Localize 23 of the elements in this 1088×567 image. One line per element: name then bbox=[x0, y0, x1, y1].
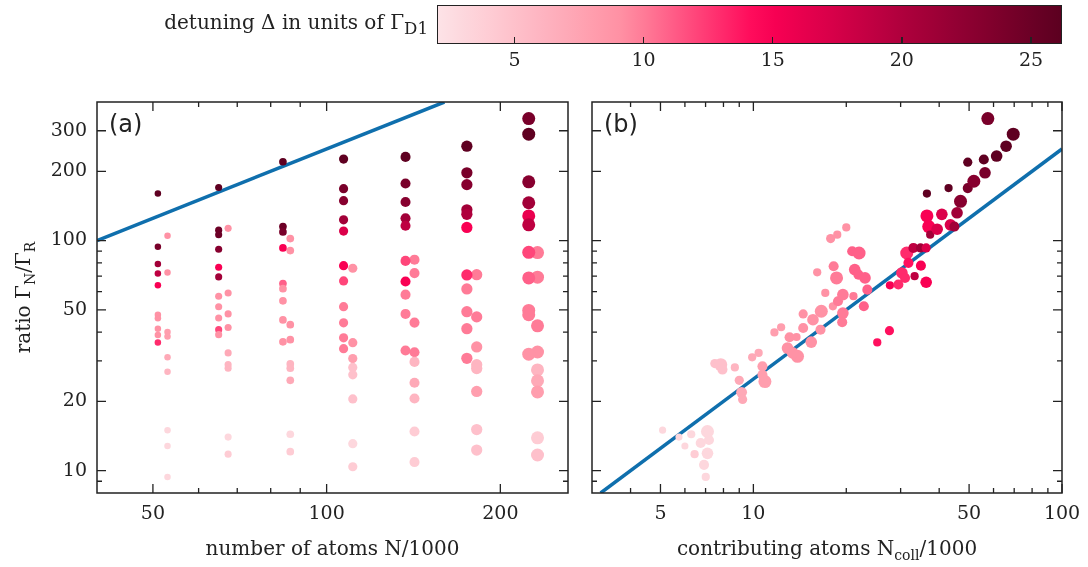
x-tick-label: 100 bbox=[1043, 501, 1081, 524]
x-tick-label: 5 bbox=[654, 501, 667, 524]
y-tick-label: 200 bbox=[50, 158, 87, 181]
color-bar-title: detuning Δ in units of Γ$_{D1}$ bbox=[164, 10, 428, 38]
x-tick-label: 10 bbox=[741, 501, 766, 524]
color-bar-label: 20 bbox=[888, 48, 915, 70]
x-axis-title: number of atoms N/1000 bbox=[205, 536, 460, 560]
color-bar-label: 15 bbox=[759, 48, 786, 70]
x-tick-label: 200 bbox=[482, 501, 519, 524]
x-tick-label: 50 bbox=[140, 501, 166, 524]
y-tick-label: 100 bbox=[50, 227, 87, 250]
annotation: (b) bbox=[604, 110, 638, 139]
y-tick-label: 20 bbox=[62, 388, 87, 411]
y-tick-label: 10 bbox=[62, 457, 87, 480]
annotation: (a) bbox=[109, 110, 143, 139]
color-bar-label: 25 bbox=[1017, 48, 1045, 70]
y-tick-label: 300 bbox=[50, 117, 87, 140]
color-bar-label: 10 bbox=[630, 48, 657, 70]
y-axis-title: ratio ΓN/ΓR bbox=[11, 241, 38, 354]
y-tick-label: 50 bbox=[62, 296, 87, 319]
x-tick-label: 50 bbox=[957, 501, 982, 524]
x-tick-label: 100 bbox=[308, 501, 345, 524]
color-bar-label: 5 bbox=[507, 48, 522, 70]
